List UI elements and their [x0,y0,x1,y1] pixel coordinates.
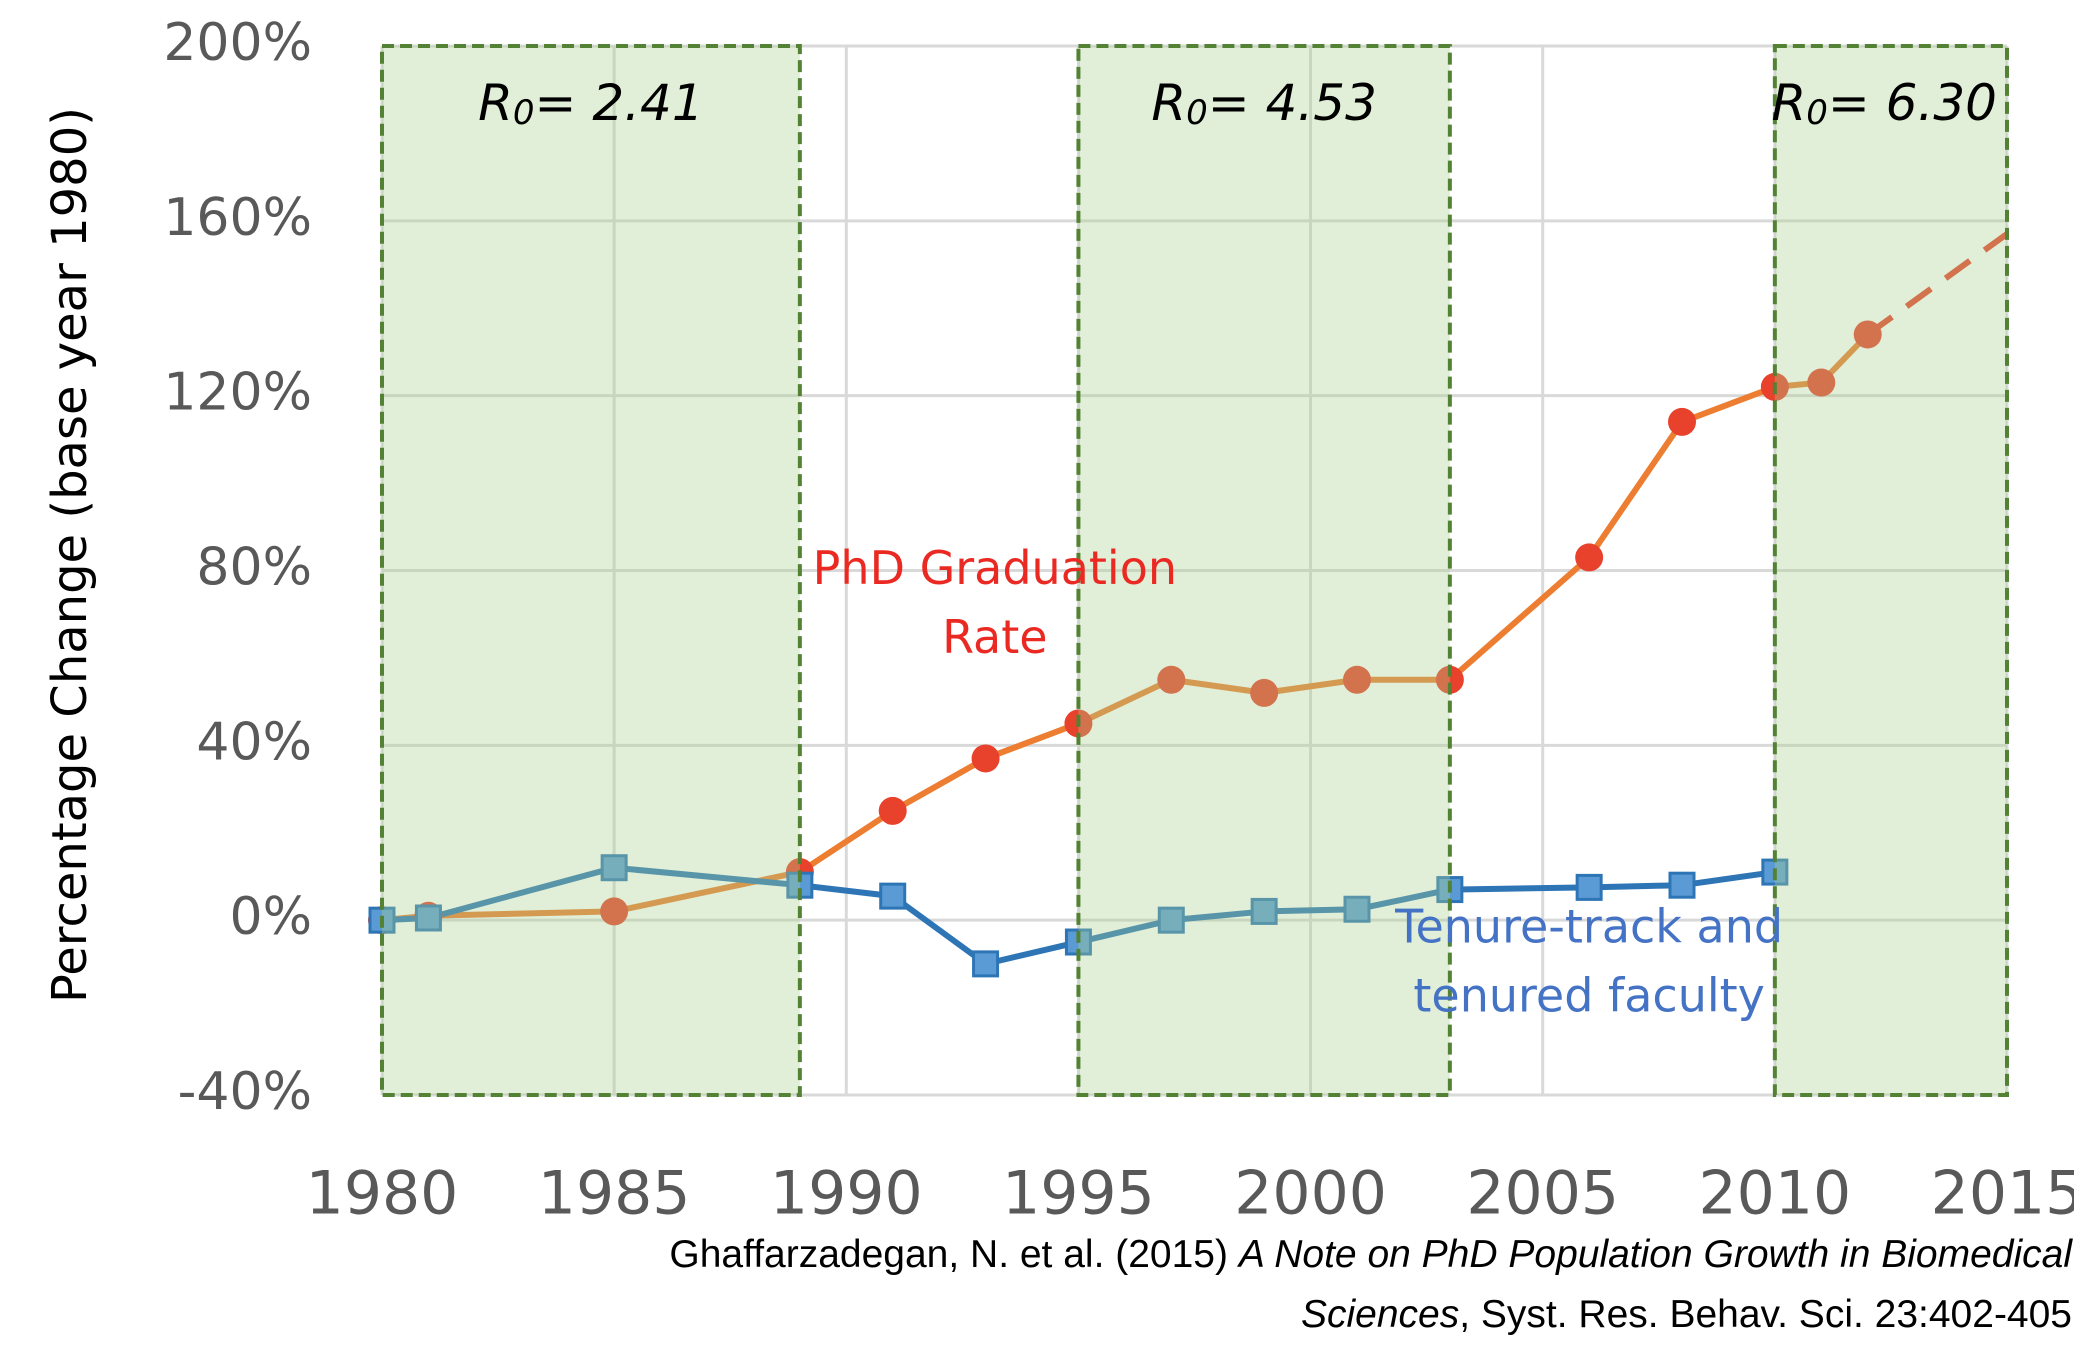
x-tick-label: 1990 [770,1159,923,1229]
y-tick-label: 80% [196,538,312,598]
data-point [1853,320,1882,349]
region-label: R0= 6.30 [1771,74,1997,133]
projection-line [1865,231,2009,337]
region-label-value: = 4.53 [1208,74,1377,132]
data-point [1250,897,1278,925]
region-label-value: = 6.30 [1828,74,1997,132]
source-part: Ghaffarzadegan, N. et al. (2015) [669,1233,1238,1276]
region [380,44,802,1097]
series-line [381,332,1870,924]
data-point [972,950,1000,978]
region-label-r: R [1771,74,1806,132]
series-line [381,864,1776,967]
data-point [1250,678,1279,707]
y-tick-label: 160% [163,188,312,248]
data-point [600,854,628,882]
region-label-sub: 0 [513,93,535,133]
x-tick-label: 2005 [1466,1159,1619,1229]
source-part: , Syst. Res. Behav. Sci. 23:402-405 [1459,1293,2072,1336]
data-point [1575,873,1603,901]
region-label-value: = 2.41 [535,74,704,132]
region-label-r: R [478,74,513,132]
x-tick-label: 1995 [1002,1159,1155,1229]
annotation: Rate [942,610,1047,664]
source: Sciences, Syst. Res. Behav. Sci. 23:402-… [1301,1293,2072,1336]
y-tick-label: 0% [230,887,313,947]
y-tick-label: 40% [196,712,312,772]
x-tick-label: 1980 [306,1159,459,1229]
data-point [414,904,442,932]
y-tick-label: 120% [163,363,312,423]
region-label-sub: 0 [1186,93,1208,133]
data-point [600,897,629,926]
data-point [1668,871,1696,899]
data-point [879,882,907,910]
x-tick-label: 1985 [538,1159,691,1229]
data-point [971,744,1000,773]
annotation: Tenure-track and [1394,899,1783,953]
y-tick-label: 200% [163,13,312,73]
x-tick-label: 2010 [1699,1159,1852,1229]
data-point [1157,665,1186,694]
region-label-sub: 0 [1806,93,1828,133]
data-point [1575,543,1604,572]
annotation: tenured faculty [1413,968,1765,1022]
data-point [1668,407,1696,436]
region-label-r: R [1151,74,1186,132]
x-tick-label: 2000 [1234,1159,1387,1229]
x-tick-label: 2015 [1931,1159,2074,1229]
region [1076,44,1452,1097]
y-tick-label: -40% [178,1062,312,1122]
data-point [1343,895,1371,923]
data-point [1435,665,1464,694]
annotation: PhD Graduation [813,541,1177,595]
data-point [878,796,907,825]
region-label: R0= 4.53 [1151,74,1377,133]
source-part: Sciences [1301,1293,1459,1336]
data-point [1157,906,1185,934]
data-point [1343,665,1371,694]
data-point [1807,368,1836,397]
region-label: R0= 2.41 [478,74,704,133]
y-axis-label: Percentage Change (base year 1980) [42,107,98,1003]
source: Ghaffarzadegan, N. et al. (2015) A Note … [669,1233,2073,1276]
region [1772,44,2010,1097]
source-part: A Note on PhD Population Growth in Biome… [1237,1233,2074,1276]
